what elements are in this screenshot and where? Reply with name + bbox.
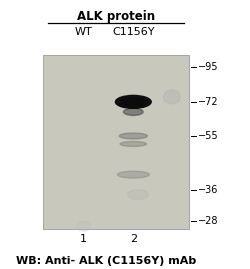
Ellipse shape <box>163 90 180 104</box>
Text: −72: −72 <box>198 97 219 107</box>
Text: −36: −36 <box>198 185 218 194</box>
Ellipse shape <box>128 190 148 200</box>
Ellipse shape <box>117 171 149 178</box>
Ellipse shape <box>120 141 146 146</box>
Ellipse shape <box>122 99 144 105</box>
Text: −55: −55 <box>198 131 219 141</box>
Text: WT: WT <box>75 27 92 37</box>
FancyBboxPatch shape <box>43 55 189 229</box>
Text: −95: −95 <box>198 62 219 72</box>
Text: ALK protein: ALK protein <box>77 10 155 23</box>
Text: WB: Anti- ALK (C1156Y) mAb: WB: Anti- ALK (C1156Y) mAb <box>16 256 197 266</box>
Text: 1: 1 <box>80 234 87 244</box>
Ellipse shape <box>118 97 148 107</box>
Text: 2: 2 <box>130 234 137 244</box>
Ellipse shape <box>116 95 151 108</box>
Ellipse shape <box>124 108 143 115</box>
Text: −28: −28 <box>198 216 219 226</box>
Text: C1156Y: C1156Y <box>112 27 154 37</box>
Ellipse shape <box>76 221 91 231</box>
Ellipse shape <box>119 133 148 139</box>
